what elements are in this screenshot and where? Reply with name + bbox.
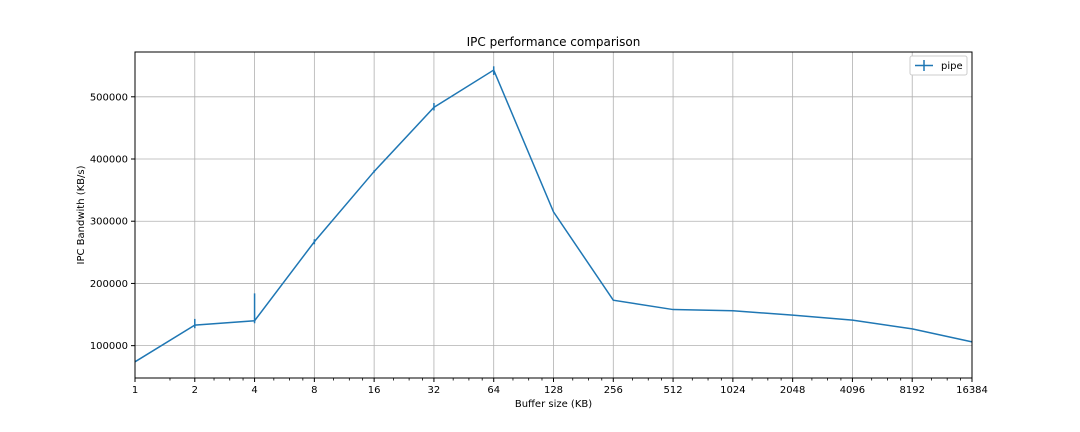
x-tick-label: 8192 [899, 385, 924, 396]
x-tick-label: 2 [192, 385, 198, 396]
legend-label-pipe: pipe [941, 61, 963, 72]
x-tick-label: 128 [544, 385, 563, 396]
chart-title: IPC performance comparison [467, 35, 641, 49]
y-tick-label: 200000 [90, 279, 128, 290]
x-tick-label: 256 [604, 385, 623, 396]
plot-frame [134, 51, 973, 379]
x-tick-label: 4096 [840, 385, 865, 396]
x-tick-label: 16 [368, 385, 381, 396]
x-tick-label: 4 [251, 385, 257, 396]
legend: pipe [909, 55, 968, 76]
x-tick-label: 64 [487, 385, 500, 396]
y-tick-label: 300000 [90, 217, 128, 228]
y-tick-label: 400000 [90, 155, 128, 166]
x-tick-label: 32 [428, 385, 441, 396]
x-tick-label: 1024 [720, 385, 745, 396]
x-tick-label: 8 [311, 385, 317, 396]
y-axis-label: IPC Bandwith (KB/s) [76, 165, 87, 264]
axis-ticks: 1 2 4 8 16 32 64 128 256 512 1024 2048 4096 8192 16384… [90, 92, 988, 396]
series-layer [134, 68, 973, 363]
x-tick-label: 16384 [956, 385, 988, 396]
x-tick-label: 512 [664, 385, 683, 396]
x-tick-label: 2048 [780, 385, 805, 396]
x-axis-label: Buffer size (KB) [515, 399, 592, 410]
x-tick-label: 1 [132, 385, 138, 396]
y-tick-label: 100000 [90, 341, 128, 352]
y-tick-label: 500000 [90, 92, 128, 103]
